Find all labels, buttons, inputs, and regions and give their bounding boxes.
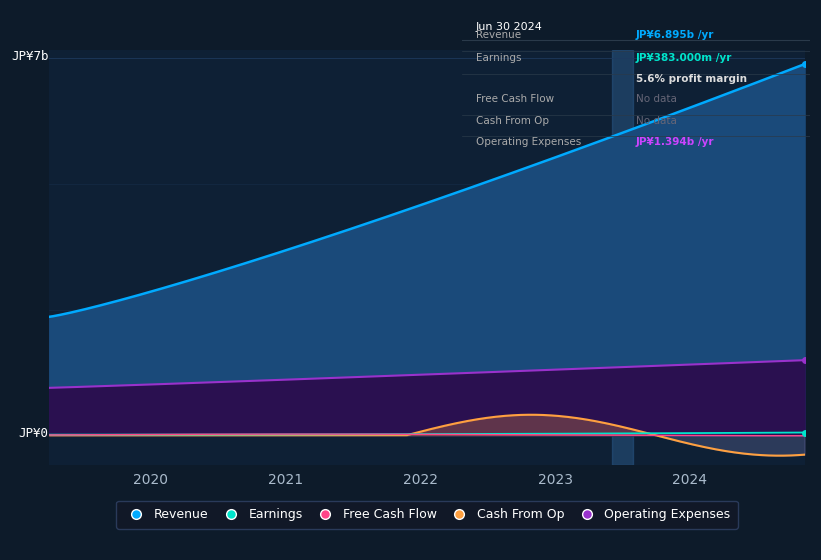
Text: JP¥383.000m /yr: JP¥383.000m /yr [636,53,732,63]
Text: Cash From Op: Cash From Op [476,115,549,125]
Text: No data: No data [636,94,677,104]
Text: JP¥7b: JP¥7b [11,50,48,63]
Text: 5.6% profit margin: 5.6% profit margin [636,74,747,85]
Text: JP¥1.394b /yr: JP¥1.394b /yr [636,137,714,147]
Legend: Revenue, Earnings, Free Cash Flow, Cash From Op, Operating Expenses: Revenue, Earnings, Free Cash Flow, Cash … [116,501,738,529]
Text: JP¥0: JP¥0 [19,427,48,440]
Text: Revenue: Revenue [476,30,521,40]
Bar [612,50,633,465]
Text: Free Cash Flow: Free Cash Flow [476,94,554,104]
Text: Operating Expenses: Operating Expenses [476,137,581,147]
Text: JP¥6.895b /yr: JP¥6.895b /yr [636,30,714,40]
Text: Earnings: Earnings [476,53,521,63]
Text: Jun 30 2024: Jun 30 2024 [476,22,543,32]
Text: No data: No data [636,115,677,125]
